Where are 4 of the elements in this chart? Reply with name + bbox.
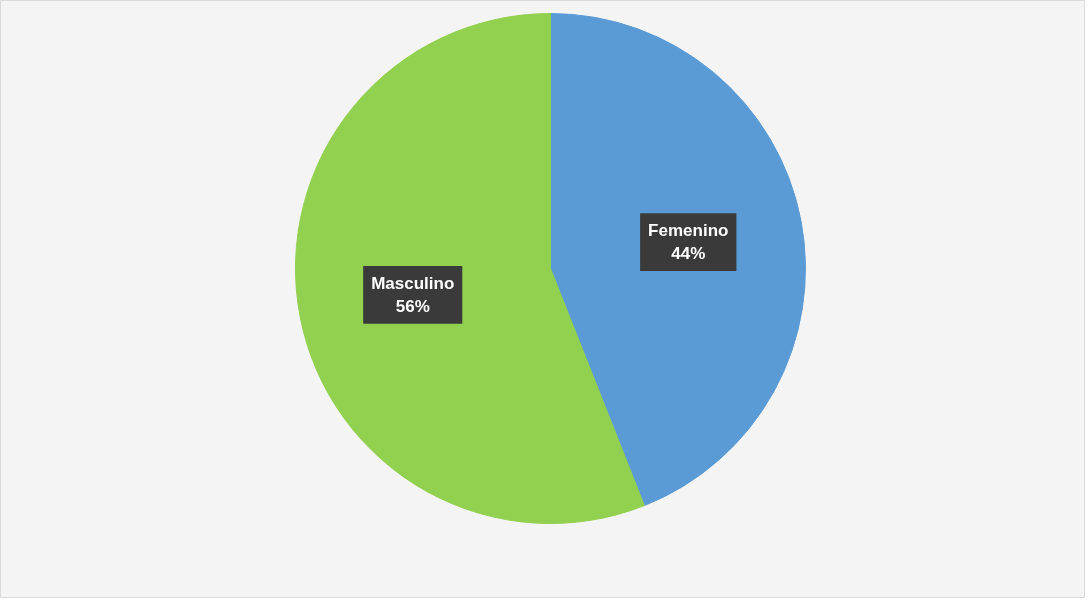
data-label: 56%: [395, 296, 430, 316]
data-label: 44%: [671, 244, 706, 264]
slice-label: Femenino: [648, 221, 729, 241]
slice-label: Masculino: [371, 273, 455, 293]
